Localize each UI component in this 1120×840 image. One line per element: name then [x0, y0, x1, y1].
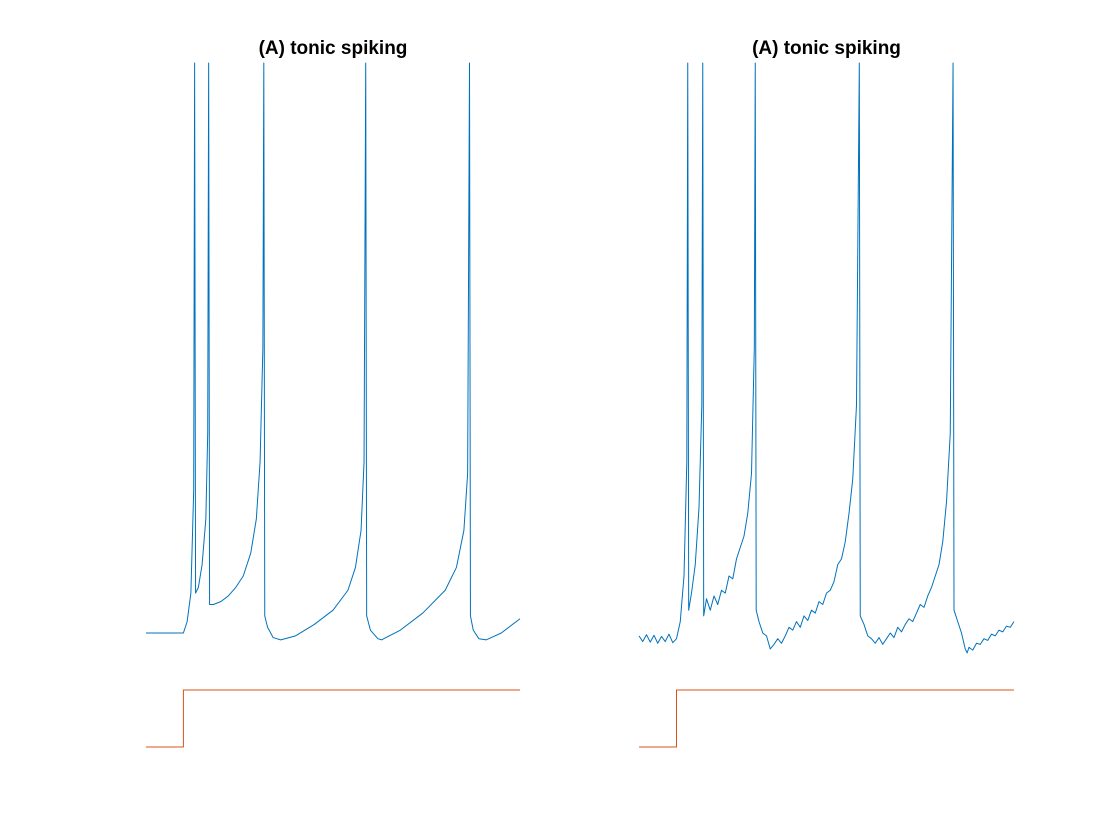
line-series — [146, 62, 521, 641]
chart-title: (A) tonic spiking — [752, 38, 901, 59]
line-series — [146, 689, 520, 748]
chart-title: (A) tonic spiking — [259, 38, 408, 59]
line-series — [639, 689, 1014, 748]
line-series — [638, 62, 1015, 654]
